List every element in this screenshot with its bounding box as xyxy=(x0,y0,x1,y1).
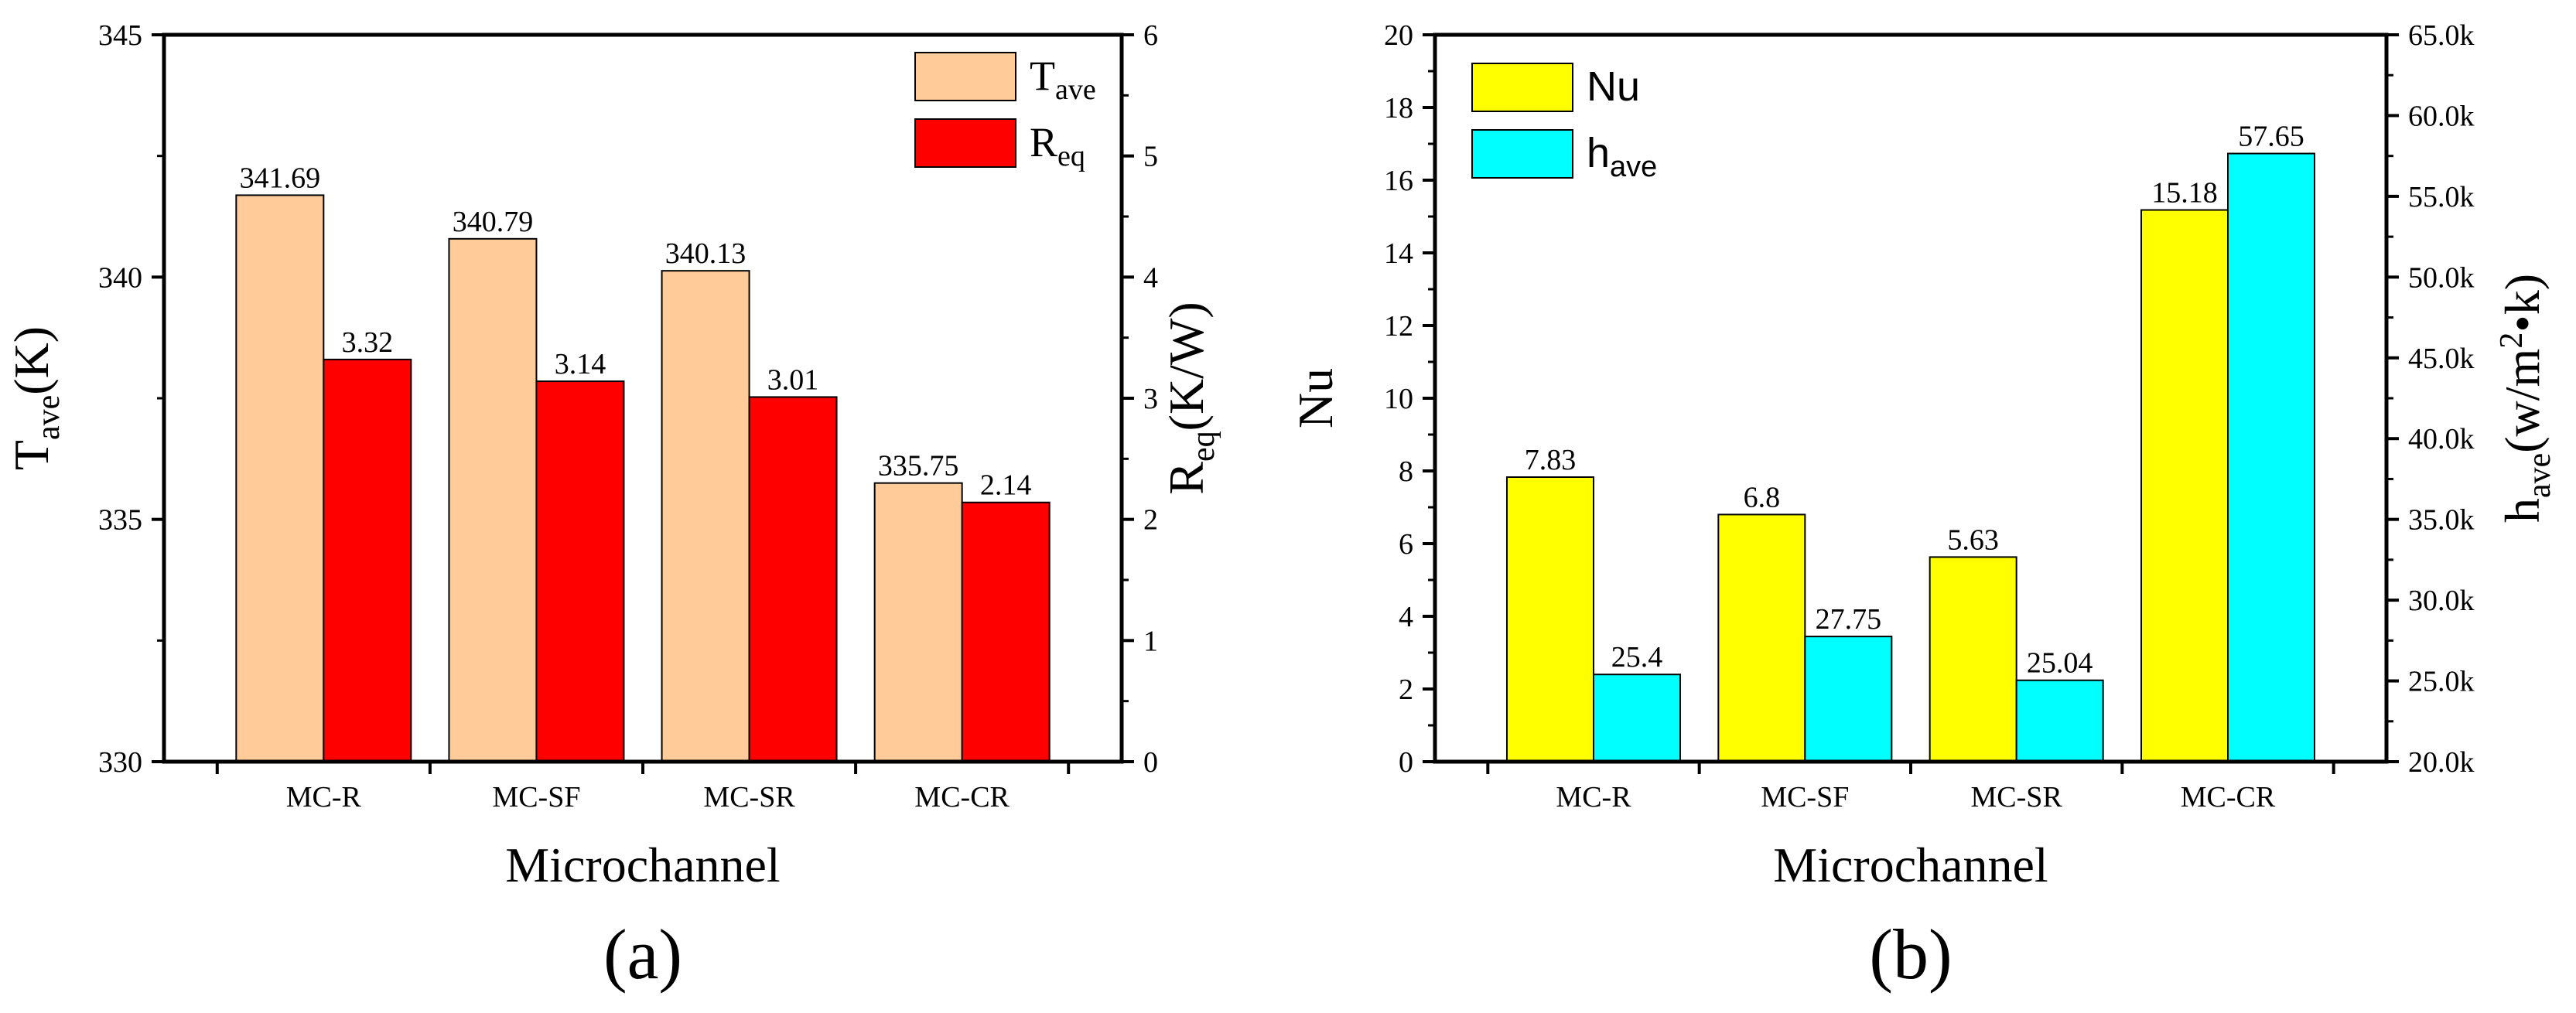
panel-label: (a) xyxy=(603,915,682,994)
y-left-tick-label: 340 xyxy=(98,261,142,294)
bar-h-mc-cr xyxy=(2227,152,2315,763)
legend-swatch-h xyxy=(1471,129,1573,179)
bar-nu-mc-cr xyxy=(2140,209,2229,763)
panel-label: (b) xyxy=(1869,915,1952,994)
bar-h-mc-r xyxy=(1593,674,1681,763)
y-left-tick-label: 10 xyxy=(1384,383,1413,415)
bar-nu-mc-r xyxy=(1506,476,1594,762)
data-label: 5.63 xyxy=(1947,524,1999,556)
data-label: 15.18 xyxy=(2151,177,2218,210)
y-left-axis-label: Nu xyxy=(1288,368,1343,428)
data-label: 3.32 xyxy=(342,326,394,359)
data-label: 27.75 xyxy=(1816,603,1882,636)
y-left-tick-label: 12 xyxy=(1384,310,1413,343)
y-right-tick-label: 50.0k xyxy=(2408,261,2475,294)
x-tick-label: MC-SR xyxy=(1971,781,2063,813)
y-left-tick-label: 8 xyxy=(1399,455,1413,488)
data-label: 2.14 xyxy=(980,469,1032,502)
y-left-tick-label: 18 xyxy=(1384,92,1413,124)
bar-nu-mc-sr xyxy=(1929,556,2017,762)
x-tick-label: MC-SF xyxy=(1761,781,1849,813)
y-right-tick-label: 4 xyxy=(1143,261,1158,294)
chart-panel-b: 7.83 25.4 6.8 27.75 5.63 25.04 15.18 57.65 MC-R M… xyxy=(1288,19,2557,994)
legend-label-nu: Nu xyxy=(1587,63,1640,110)
y-right-tick-label: 3 xyxy=(1143,383,1158,415)
data-label: 25.04 xyxy=(2027,647,2093,680)
data-label: 340.79 xyxy=(453,206,534,238)
bar-r-mc-sr xyxy=(748,396,838,763)
y-left-tick-label: 2 xyxy=(1399,674,1413,706)
chart-panel-a: 341.69 3.32 340.79 3.14 340.13 3.01 335.75 2.14… xyxy=(4,19,1221,994)
y-left-tick-label: 330 xyxy=(98,746,142,779)
x-tick-label: MC-R xyxy=(286,781,362,813)
y-right-tick-label: 0 xyxy=(1143,746,1158,779)
data-label: 341.69 xyxy=(240,162,321,194)
bar-t-mc-cr xyxy=(873,482,963,763)
data-label: 7.83 xyxy=(1525,444,1577,476)
y-right-tick-label: 45.0k xyxy=(2408,343,2475,375)
y-right-tick-label: 40.0k xyxy=(2408,423,2475,455)
bar-t-mc-sr xyxy=(661,270,750,763)
y-left-tick-label: 4 xyxy=(1399,601,1413,633)
legend-swatch-r xyxy=(914,118,1016,168)
bar-t-mc-r xyxy=(235,194,325,762)
data-label: 6.8 xyxy=(1744,481,1781,513)
legend-swatch-t xyxy=(914,52,1016,101)
y-left-tick-label: 20 xyxy=(1384,19,1413,52)
x-tick-label: MC-SF xyxy=(492,781,580,813)
data-label: 340.13 xyxy=(665,237,746,270)
bar-r-mc-sf xyxy=(535,380,625,762)
x-tick-label: MC-CR xyxy=(914,781,1010,813)
y-left-tick-label: 16 xyxy=(1384,165,1413,197)
y-right-tick-label: 1 xyxy=(1143,625,1158,657)
bar-r-mc-cr xyxy=(961,501,1051,762)
y-right-tick-label: 35.0k xyxy=(2408,504,2475,537)
bar-h-mc-sf xyxy=(1804,636,1893,762)
y-right-tick-label: 5 xyxy=(1143,141,1158,173)
y-left-tick-label: 0 xyxy=(1399,746,1413,779)
data-label: 3.01 xyxy=(767,363,819,396)
y-right-tick-label: 30.0k xyxy=(2408,585,2475,617)
y-left-tick-label: 14 xyxy=(1384,237,1413,270)
legend-label-r: Req xyxy=(1030,119,1085,172)
y-left-tick-label: 345 xyxy=(98,19,142,52)
legend-label-t: Tave xyxy=(1030,53,1096,106)
y-right-tick-label: 60.0k xyxy=(2408,100,2475,132)
x-axis-label: Microchannel xyxy=(505,837,780,892)
data-label: 25.4 xyxy=(1611,641,1663,674)
y-right-tick-label: 55.0k xyxy=(2408,181,2475,213)
y-right-tick-label: 6 xyxy=(1143,19,1158,52)
bar-t-mc-sf xyxy=(448,237,538,762)
y-right-axis-label: Req(K/W) xyxy=(1159,302,1221,494)
legend-swatch-nu xyxy=(1471,63,1573,112)
x-tick-label: MC-SR xyxy=(703,781,795,813)
bar-nu-mc-sf xyxy=(1717,513,1806,763)
data-label: 3.14 xyxy=(555,348,606,380)
y-right-tick-label: 65.0k xyxy=(2408,19,2475,52)
y-left-tick-label: 6 xyxy=(1399,528,1413,561)
y-right-axis-label: have(w/m2•k) xyxy=(2494,274,2557,523)
bar-h-mc-sr xyxy=(2015,679,2104,762)
y-left-tick-label: 335 xyxy=(98,504,142,537)
y-right-tick-label: 25.0k xyxy=(2408,666,2475,698)
bar-r-mc-r xyxy=(323,358,412,763)
y-left-axis-label: Tave(K) xyxy=(4,326,67,470)
legend-label-h: have xyxy=(1587,130,1657,183)
x-tick-label: MC-R xyxy=(1556,781,1631,813)
x-tick-label: MC-CR xyxy=(2181,781,2276,813)
data-label: 335.75 xyxy=(878,450,959,483)
x-axis-label: Microchannel xyxy=(1773,837,2048,892)
y-right-tick-label: 2 xyxy=(1143,504,1158,537)
y-right-tick-label: 20.0k xyxy=(2408,746,2475,779)
data-label: 57.65 xyxy=(2238,121,2304,153)
